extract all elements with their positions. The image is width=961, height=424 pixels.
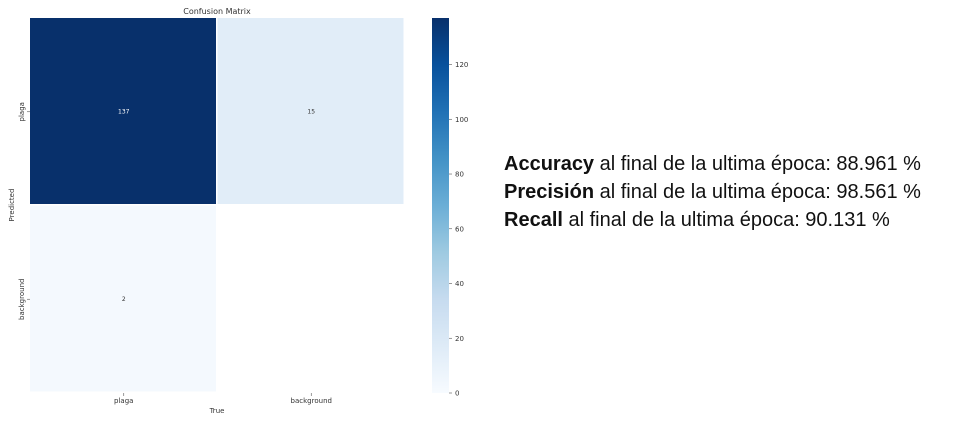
x-axis-ticks: plaga background: [114, 393, 332, 405]
colorbar-tick-label: 120: [455, 61, 468, 69]
heatmap-cells: [30, 18, 404, 392]
metrics-panel: Accuracy al final de la ultima época: 88…: [504, 150, 921, 234]
heatmap-cell-labels: 137 15 2: [118, 108, 315, 303]
colorbar-tick-label: 100: [455, 116, 468, 124]
y-tick-label: background: [18, 279, 26, 320]
x-axis-label: True: [209, 407, 225, 415]
metric-accuracy-text: al final de la ultima época: 88.961 %: [594, 153, 921, 175]
metric-accuracy-name: Accuracy: [504, 153, 595, 175]
y-tick-label: plaga: [18, 102, 26, 121]
cell-value-label: 2: [122, 296, 126, 303]
metric-precision-text: al final de la ultima época: 98.561 %: [594, 181, 921, 203]
confusion-matrix-chart: Confusion Matrix 137 152 plaga background …: [8, 7, 468, 415]
y-axis-label: Predicted: [8, 189, 16, 222]
metric-recall-text: al final de la ultima época: 90.131 %: [562, 209, 890, 231]
cell-value-label: 15: [307, 108, 315, 115]
heatmap-cell-background-background: [217, 205, 404, 392]
metric-accuracy: Accuracy al final de la ultima época: 88…: [504, 150, 921, 178]
colorbar: [432, 18, 449, 393]
heatmap-cell-plaga-background: [217, 18, 404, 204]
colorbar-tick-label: 20: [455, 335, 464, 343]
x-tick-label: background: [291, 397, 332, 405]
colorbar-tick-label: 40: [455, 280, 464, 288]
chart-title: Confusion Matrix: [183, 7, 251, 16]
metric-precision: Precisión al final de la ultima época: 9…: [504, 178, 921, 206]
colorbar-tick-label: 60: [455, 225, 464, 233]
heatmap-cell-background-plaga: [30, 205, 216, 392]
cell-value-label: 137: [118, 108, 130, 115]
metric-recall: Recall al final de la ultima época: 90.1…: [504, 206, 921, 234]
colorbar-ticks: 0 20 40 60 80 100 120: [449, 61, 468, 398]
metric-precision-name: Precisión: [504, 181, 595, 203]
colorbar-tick-label: 0: [455, 390, 459, 398]
y-axis-ticks: plaga background: [18, 102, 30, 320]
heatmap-cell-plaga-plaga: [30, 18, 216, 204]
x-tick-label: plaga: [114, 397, 133, 405]
metric-recall-name: Recall: [504, 209, 563, 231]
colorbar-tick-label: 80: [455, 171, 464, 179]
